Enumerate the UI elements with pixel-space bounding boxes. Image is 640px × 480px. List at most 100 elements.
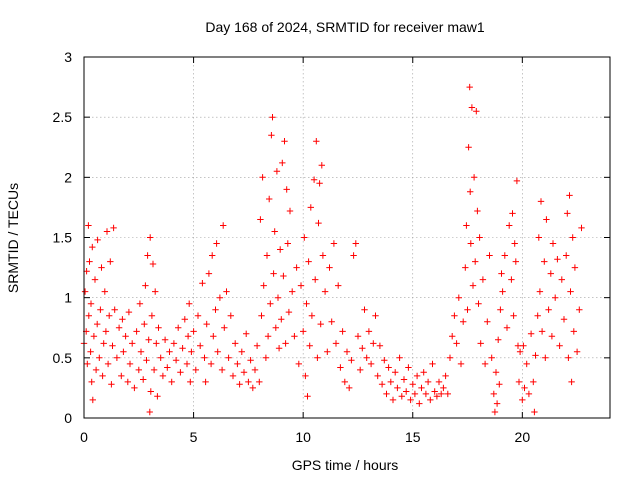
data-point bbox=[88, 378, 95, 386]
data-point bbox=[262, 354, 270, 361]
data-point bbox=[326, 264, 333, 271]
data-point bbox=[268, 132, 275, 139]
data-point bbox=[348, 357, 355, 364]
data-point bbox=[243, 330, 250, 337]
data-point bbox=[431, 388, 438, 395]
data-point bbox=[335, 282, 342, 289]
data-point bbox=[87, 348, 94, 355]
data-point bbox=[145, 336, 152, 343]
data-point bbox=[407, 396, 414, 404]
data-point bbox=[152, 288, 159, 295]
data-point bbox=[558, 276, 565, 283]
data-point bbox=[150, 366, 158, 374]
data-point bbox=[365, 328, 373, 335]
data-point bbox=[389, 396, 397, 404]
data-point bbox=[179, 345, 186, 352]
data-point bbox=[350, 252, 357, 259]
data-point bbox=[521, 384, 528, 392]
data-point bbox=[337, 364, 344, 371]
data-point bbox=[547, 270, 554, 277]
data-point bbox=[257, 216, 264, 223]
data-point bbox=[537, 198, 545, 205]
data-point bbox=[107, 258, 114, 265]
data-point bbox=[310, 176, 318, 183]
data-point bbox=[457, 360, 465, 368]
data-point bbox=[503, 324, 511, 331]
data-point bbox=[509, 210, 516, 217]
data-point bbox=[354, 333, 362, 340]
data-point bbox=[269, 114, 276, 121]
data-point bbox=[172, 357, 180, 364]
data-point bbox=[516, 348, 524, 355]
data-point bbox=[285, 308, 293, 316]
data-point bbox=[188, 348, 195, 355]
plot-frame bbox=[83, 56, 611, 419]
data-point bbox=[346, 384, 353, 392]
data-point bbox=[370, 340, 377, 347]
data-point bbox=[576, 306, 583, 313]
data-point bbox=[275, 345, 283, 352]
data-point bbox=[115, 324, 123, 331]
data-point bbox=[341, 378, 348, 386]
data-point bbox=[247, 357, 254, 364]
y-tick-label: 3 bbox=[64, 49, 72, 65]
data-point bbox=[103, 228, 111, 235]
chart-title: Day 168 of 2024, SRMTID for receiver maw… bbox=[205, 19, 485, 35]
data-point bbox=[297, 282, 305, 289]
data-point bbox=[438, 390, 445, 398]
data-points bbox=[80, 83, 585, 416]
data-point bbox=[89, 243, 96, 251]
data-point bbox=[118, 372, 125, 380]
data-point bbox=[210, 333, 217, 340]
data-point bbox=[523, 360, 530, 368]
data-point bbox=[284, 240, 291, 247]
data-point bbox=[238, 348, 245, 355]
data-point bbox=[253, 342, 261, 349]
data-point bbox=[259, 174, 266, 181]
data-point bbox=[148, 312, 156, 319]
data-point bbox=[519, 396, 526, 404]
data-point bbox=[225, 354, 232, 361]
data-point bbox=[493, 400, 501, 407]
data-point bbox=[286, 207, 294, 215]
data-point bbox=[352, 240, 359, 247]
data-point bbox=[374, 372, 381, 380]
data-point bbox=[363, 354, 370, 361]
data-point bbox=[343, 348, 351, 355]
data-point bbox=[119, 316, 126, 323]
data-point bbox=[98, 264, 105, 271]
data-point bbox=[190, 328, 197, 335]
data-point bbox=[490, 390, 497, 398]
data-point bbox=[97, 306, 104, 313]
data-point bbox=[201, 354, 208, 361]
y-tick-label: 0.5 bbox=[53, 350, 73, 366]
data-point bbox=[332, 340, 340, 347]
data-point bbox=[328, 318, 335, 325]
data-point bbox=[270, 270, 277, 277]
data-point bbox=[245, 378, 252, 386]
data-point bbox=[532, 352, 539, 359]
data-point bbox=[476, 234, 483, 241]
data-point bbox=[442, 372, 449, 380]
data-point bbox=[187, 378, 194, 386]
data-point bbox=[197, 342, 204, 349]
data-point bbox=[137, 348, 145, 355]
data-point bbox=[497, 306, 504, 313]
data-point bbox=[455, 294, 462, 301]
x-tick-label: 5 bbox=[190, 429, 198, 445]
data-point bbox=[289, 288, 296, 295]
data-point bbox=[403, 388, 410, 395]
data-point bbox=[142, 282, 149, 289]
data-point bbox=[293, 264, 300, 271]
data-point bbox=[104, 360, 112, 368]
data-point bbox=[92, 366, 100, 374]
y-tick-label: 2.5 bbox=[53, 109, 73, 125]
data-point bbox=[122, 333, 129, 340]
data-point bbox=[479, 276, 487, 283]
data-point bbox=[166, 348, 173, 355]
data-point bbox=[313, 138, 320, 145]
data-point bbox=[194, 312, 202, 319]
data-point bbox=[400, 376, 408, 383]
data-point bbox=[486, 252, 493, 259]
data-point bbox=[227, 312, 234, 319]
